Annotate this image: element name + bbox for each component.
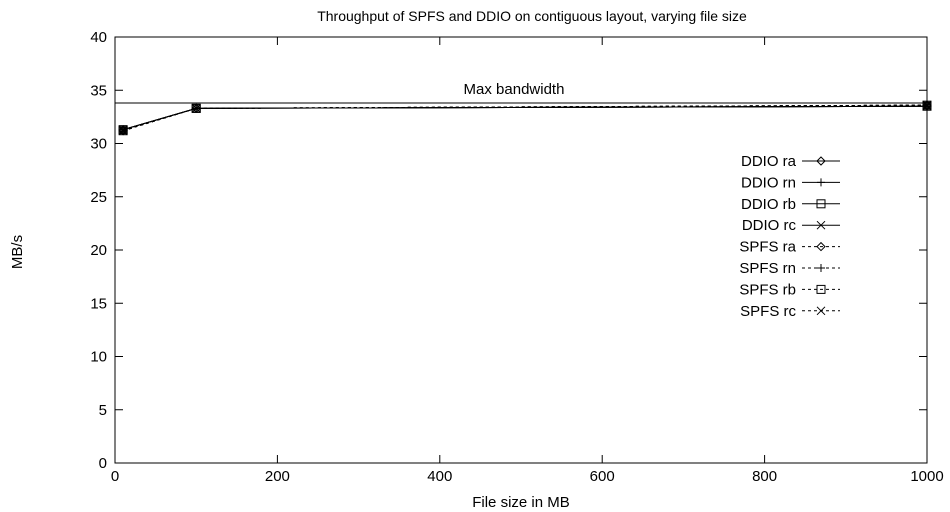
x-tick-label: 0	[111, 468, 119, 485]
axis-ticks: 0 200 400 600 800 1000 0 5 10 15 20 25 30 35 40	[90, 29, 943, 485]
y-tick-label: 0	[99, 455, 107, 472]
y-tick-label: 5	[99, 402, 107, 419]
y-tick-label: 35	[90, 82, 107, 99]
series-line	[122, 104, 928, 132]
legend-swatch-marker	[816, 284, 826, 294]
y-tick-label: 40	[90, 29, 107, 46]
series-line	[122, 104, 928, 132]
legend-label: SPFS ra	[739, 239, 796, 256]
series-line	[122, 105, 928, 131]
series-ddio-rc	[118, 101, 932, 135]
legend-swatch-marker	[816, 156, 826, 166]
max-bandwidth-label: Max bandwidth	[464, 81, 565, 98]
series-line	[122, 104, 928, 132]
y-tick-label: 15	[90, 295, 107, 312]
max-bandwidth-annotation: Max bandwidth	[115, 81, 927, 104]
x-tick-label: 1000	[910, 468, 943, 485]
x-tick-label: 400	[427, 468, 452, 485]
series-line	[122, 105, 928, 131]
x-axis-label: File size in MB	[472, 494, 570, 511]
legend-label: SPFS rb	[739, 281, 796, 298]
data-point	[191, 104, 201, 113]
y-tick-label: 25	[90, 189, 107, 206]
data-point	[118, 126, 128, 136]
series-layer	[118, 100, 932, 136]
legend-swatch-marker	[817, 178, 825, 187]
legend-swatch-marker	[816, 306, 826, 316]
x-tick-label: 200	[265, 468, 290, 485]
data-point	[922, 100, 932, 110]
legend-label: DDIO ra	[741, 153, 797, 170]
y-tick-label: 30	[90, 136, 107, 153]
legend-label: DDIO rc	[742, 217, 797, 234]
y-tick-label: 20	[90, 242, 107, 259]
plot-frame	[114, 36, 928, 464]
data-point	[922, 100, 932, 110]
series-line	[122, 105, 928, 131]
legend-swatch-marker	[816, 199, 826, 209]
data-point	[118, 126, 128, 136]
legend-swatch-marker	[816, 241, 826, 252]
y-axis-label: MB/s	[9, 235, 26, 269]
legend: DDIO ra DDIO rn DDIO rb DDIO rc SPFS ra SPFS …	[739, 153, 840, 320]
series-spfs-rc	[118, 100, 932, 136]
legend-swatch-marker	[816, 220, 826, 230]
legend-swatch-marker	[817, 264, 825, 272]
legend-label: SPFS rn	[739, 260, 796, 277]
y-tick-label: 10	[90, 349, 107, 366]
series-line	[122, 104, 928, 132]
chart-title: Throughput of SPFS and DDIO on contiguou…	[317, 8, 747, 24]
series-line	[122, 105, 928, 131]
legend-label: DDIO rn	[741, 174, 796, 191]
x-tick-label: 800	[752, 468, 777, 485]
x-tick-label: 600	[590, 468, 615, 485]
legend-label: DDIO rb	[741, 196, 796, 213]
legend-label: SPFS rc	[740, 303, 796, 320]
